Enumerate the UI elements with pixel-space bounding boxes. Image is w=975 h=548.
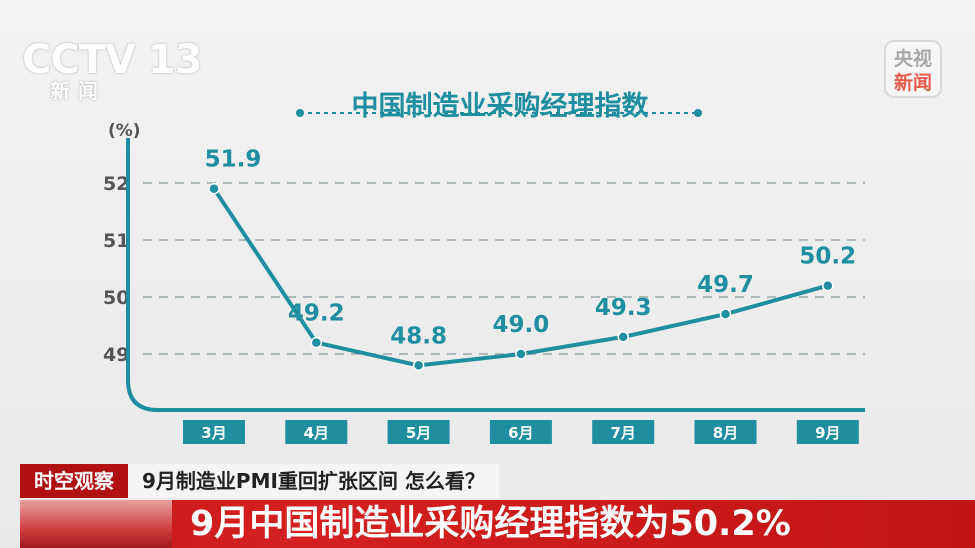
data-label: 50.2 [799,244,856,270]
data-label: 51.9 [205,147,262,173]
program-tag: 时空观察 [20,464,128,498]
title-underline-dot-left [296,109,304,117]
data-label: 49.0 [493,312,550,338]
x-tick-box-4 [489,420,552,444]
data-label: 49.7 [697,272,754,298]
yangshi-logo-top: 央视 [893,48,932,70]
banner-top-row: 时空观察 9月制造业PMI重回扩张区间 怎么看？ [20,464,499,498]
data-point [208,182,220,195]
x-tick-label: 6月 [508,424,533,442]
data-label: 49.3 [595,295,652,321]
x-tick-label: 9月 [815,424,840,442]
x-tick-label: 8月 [713,424,738,442]
x-tick-label: 7月 [610,424,635,442]
chart-title: 中国制造业采购经理指数 [351,91,649,122]
yangshi-news-logo: 央视 新闻 [884,40,942,98]
data-point [412,359,425,372]
data-point [719,308,732,320]
data-point [310,336,323,349]
x-tick-box-5 [592,420,655,444]
data-label: 48.8 [390,323,447,349]
x-tick-box-7 [796,420,859,444]
x-tick-box-6 [694,420,757,444]
y-tick-49: 49 [103,344,129,366]
banner-topic: 9月制造业PMI重回扩张区间 怎么看？ [128,464,499,498]
data-point [822,279,834,292]
x-tick-label: 5月 [406,424,431,442]
x-tick-box-3 [387,420,450,444]
x-tick-label: 3月 [201,424,226,442]
y-tick-52: 52 [103,173,129,195]
chart-axis [126,138,865,412]
data-label: 49.2 [288,301,345,327]
x-tick-box-2 [285,420,348,444]
x-tick-label: 4月 [304,424,329,442]
cctv13-logo-sub: 新闻 [50,79,106,103]
yangshi-logo-bottom: 新闻 [893,72,932,94]
data-point [617,331,629,343]
x-tick-box-1 [183,420,245,444]
cctv13-logo-text: CCTV 13 [22,37,203,83]
cctv13-logo: CCTV 13 新闻 [22,37,203,103]
y-tick-51: 51 [103,230,129,252]
y-tick-50: 50 [103,287,129,309]
title-underline-dot-right [694,109,702,117]
data-point [515,348,527,360]
banner-headline-bar [20,500,975,548]
y-axis-unit-label: (%) [108,121,141,141]
tiananmen-image [20,500,172,548]
banner-headline: 9月中国制造业采购经理指数为50.2% [190,504,791,544]
